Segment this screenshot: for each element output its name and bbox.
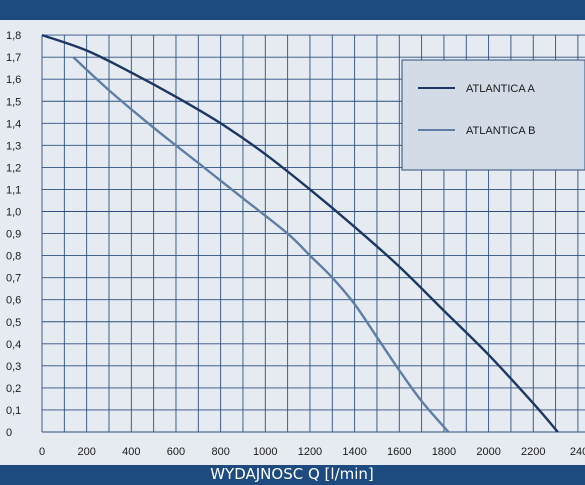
x-tick-label: 2000 (476, 446, 500, 458)
y-tick-label: 1,1 (6, 184, 21, 196)
x-tick-label: 600 (167, 446, 185, 458)
y-tick-label: 0,2 (6, 383, 21, 395)
y-tick-label: 1,2 (6, 162, 21, 174)
y-tick-label: 1,8 (6, 30, 21, 42)
legend-box (401, 59, 585, 171)
x-tick-label: 200 (77, 446, 95, 458)
y-tick-label: 1,0 (6, 207, 21, 219)
x-tick-label: 1000 (253, 446, 277, 458)
y-tick-label: 0,6 (6, 295, 21, 307)
x-tick-label: 1200 (298, 446, 322, 458)
x-axis-ticks: 0 200 400 600 800 1000 1200 1400 1600 1800 2000 220… (39, 446, 585, 458)
y-tick-label: 0,4 (6, 339, 21, 351)
x-axis-label: WYDAJNOSC Q [l/min] (210, 465, 374, 483)
y-tick-label: 1,4 (6, 118, 21, 130)
y-tick-label: 0,1 (6, 405, 21, 417)
x-tick-label: 240 (570, 446, 585, 458)
y-tick-label: 0,5 (6, 317, 21, 329)
y-tick-label: 1,6 (6, 74, 21, 86)
y-tick-label: 0,9 (6, 229, 21, 241)
y-tick-label: 0,7 (6, 273, 21, 285)
legend-label: ATLANTICA A (466, 83, 536, 95)
x-tick-label: 800 (211, 446, 229, 458)
y-tick-label: 0 (6, 427, 12, 439)
x-tick-label: 400 (122, 446, 140, 458)
x-tick-label: 1600 (387, 446, 411, 458)
x-tick-label: 1800 (432, 446, 456, 458)
series-line-atlantica-a (41, 33, 559, 433)
x-tick-label: 1400 (342, 446, 366, 458)
x-tick-label: 2200 (521, 446, 545, 458)
y-tick-label: 1,3 (6, 140, 21, 152)
series-line-atlantica-b (72, 56, 450, 433)
y-tick-label: 0,8 (6, 251, 21, 263)
x-tick-label: 0 (39, 446, 45, 458)
legend-label: ATLANTICA B (466, 125, 535, 137)
y-tick-label: 1,5 (6, 96, 21, 108)
y-tick-label: 1,7 (6, 52, 21, 64)
y-tick-label: 0,3 (6, 361, 21, 373)
series-lines (41, 33, 559, 433)
legend: ATLANTICA A ATLANTICA B (401, 59, 585, 171)
y-axis-ticks: 0 0,1 0,2 0,3 0,4 0,5 0,6 0,7 0,8 0,9 1,0 1,1 1,2 1,3… (6, 30, 21, 439)
